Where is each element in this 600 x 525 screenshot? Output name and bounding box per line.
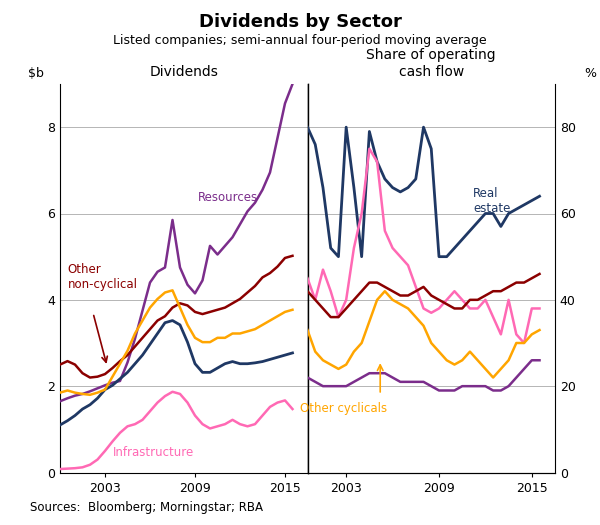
- Text: Dividends by Sector: Dividends by Sector: [199, 13, 401, 31]
- Text: Other cyclicals: Other cyclicals: [299, 402, 386, 415]
- Text: Other
non-cyclical: Other non-cyclical: [67, 263, 137, 291]
- Text: Infrastructure: Infrastructure: [112, 446, 194, 459]
- Text: %: %: [585, 67, 597, 80]
- Text: $b: $b: [28, 67, 44, 80]
- Text: Sources:  Bloomberg; Morningstar; RBA: Sources: Bloomberg; Morningstar; RBA: [30, 501, 263, 514]
- Text: Listed companies; semi-annual four-period moving average: Listed companies; semi-annual four-perio…: [113, 34, 487, 47]
- Text: Real
estate: Real estate: [473, 186, 511, 215]
- Title: Dividends: Dividends: [149, 65, 218, 79]
- Text: Resources: Resources: [198, 191, 258, 204]
- Title: Share of operating
cash flow: Share of operating cash flow: [367, 48, 496, 79]
